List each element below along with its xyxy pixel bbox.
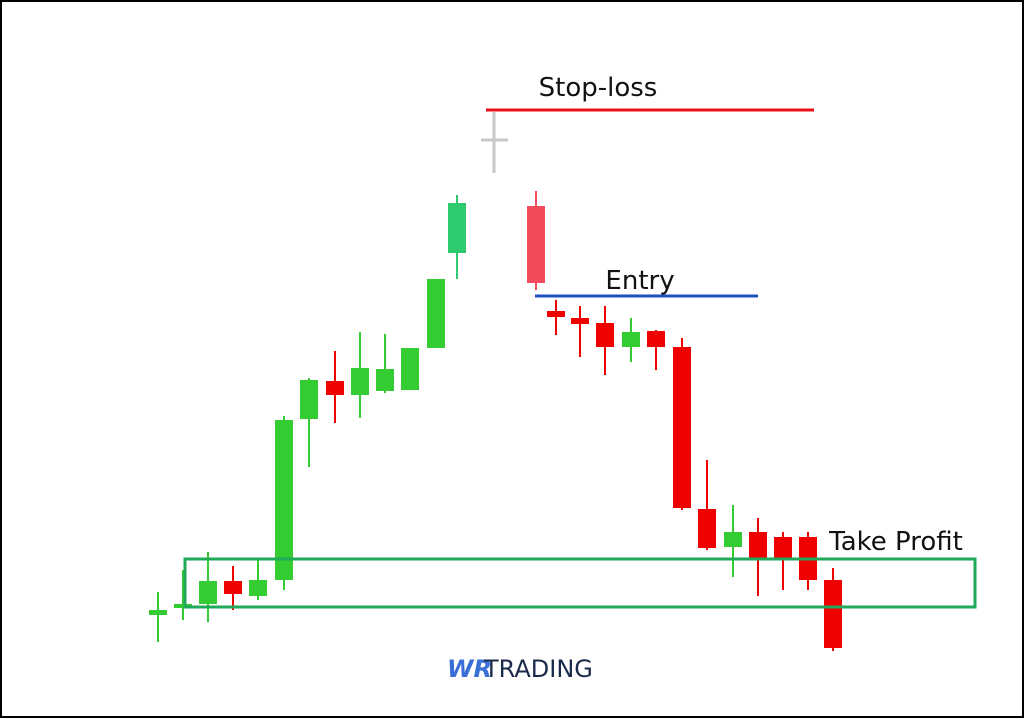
candle-body	[249, 580, 267, 596]
candle-body	[527, 206, 545, 283]
candle-body	[149, 610, 167, 615]
candles	[149, 191, 842, 651]
candle-body	[300, 380, 318, 419]
candle-body	[596, 323, 614, 347]
cross-candle	[481, 112, 508, 173]
candle-body	[427, 279, 445, 348]
candle-body	[351, 368, 369, 395]
candle-body	[749, 532, 767, 558]
candle-body	[647, 331, 665, 347]
take-profit-zone	[183, 557, 977, 609]
candle-body	[824, 580, 842, 648]
candle-body	[174, 604, 192, 608]
candle-body	[401, 348, 419, 390]
candle-body	[698, 509, 716, 548]
logo-mark: WR	[447, 655, 492, 683]
candle-body	[376, 369, 394, 391]
candle-body	[622, 332, 640, 347]
stop-loss-label: Stop-loss	[539, 73, 658, 103]
candle-body	[224, 581, 242, 594]
candle-body	[673, 347, 691, 508]
candle-body	[571, 318, 589, 324]
logo-text: TRADING	[483, 655, 593, 683]
candle-body	[199, 581, 217, 604]
candle-body	[774, 537, 792, 558]
candle-body	[547, 311, 565, 317]
candle-body	[448, 203, 466, 253]
candle-body	[326, 381, 344, 395]
candle-body	[275, 420, 293, 580]
candle-body	[724, 532, 742, 547]
entry-label: Entry	[605, 266, 674, 296]
take-profit-label: Take Profit	[828, 527, 963, 557]
